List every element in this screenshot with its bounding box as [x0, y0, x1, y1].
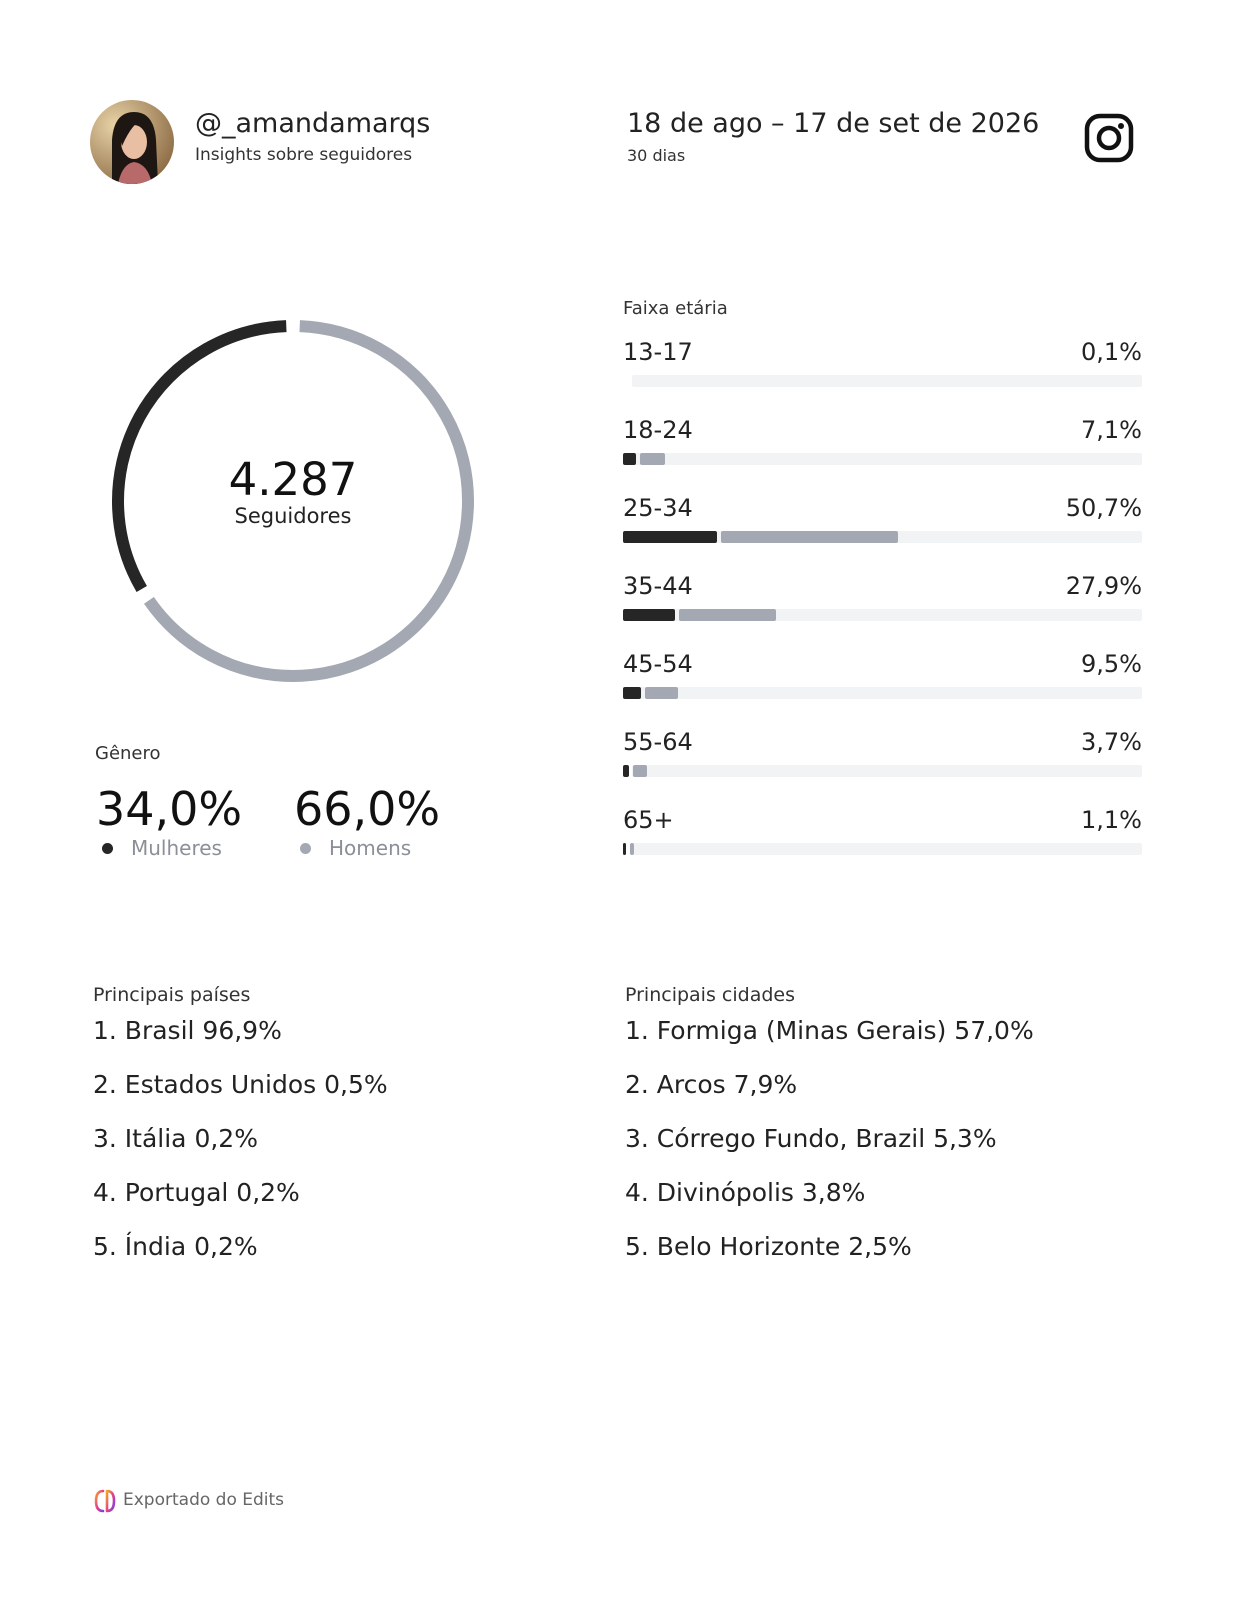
age-bar-men	[640, 453, 665, 465]
city-item: 5. Belo Horizonte 2,5%	[625, 1232, 912, 1261]
country-item: 4. Portugal 0,2%	[93, 1178, 300, 1207]
age-bar-women	[623, 687, 642, 699]
gender-men: 66,0% Homens	[294, 786, 440, 860]
gender-women: 34,0% Mulheres	[96, 786, 242, 860]
age-bar-track	[632, 375, 1142, 387]
age-label: 13-17	[623, 338, 693, 366]
country-item: 2. Estados Unidos 0,5%	[93, 1070, 388, 1099]
age-row-45-54: 45-54 9,5%	[623, 650, 1142, 710]
age-bar-men	[633, 765, 647, 777]
cities-title: Principais cidades	[625, 984, 795, 1006]
donut-segment-men	[144, 320, 474, 682]
age-row-65+: 65+ 1,1%	[623, 806, 1142, 866]
city-item: 4. Divinópolis 3,8%	[625, 1178, 866, 1207]
age-pct: 1,1%	[1081, 806, 1142, 834]
age-bar-men	[720, 531, 899, 543]
age-title: Faixa etária	[623, 298, 728, 319]
country-item: 1. Brasil 96,9%	[93, 1016, 282, 1045]
age-bar-women	[623, 531, 717, 543]
age-label: 55-64	[623, 728, 693, 756]
age-bar-track	[632, 843, 1142, 855]
age-row-18-24: 18-24 7,1%	[623, 416, 1142, 476]
countries-title: Principais países	[93, 984, 251, 1006]
date-range: 18 de ago – 17 de set de 2026	[627, 108, 1040, 139]
country-item: 5. Índia 0,2%	[93, 1232, 258, 1261]
avatar	[90, 100, 174, 184]
city-item: 2. Arcos 7,9%	[625, 1070, 798, 1099]
age-bar-track	[632, 453, 1142, 465]
age-pct: 9,5%	[1081, 650, 1142, 678]
age-pct: 7,1%	[1081, 416, 1142, 444]
gender-women-label: Mulheres	[131, 836, 222, 860]
edits-logo-icon	[93, 1488, 117, 1514]
age-pct: 50,7%	[1065, 494, 1142, 522]
instagram-icon	[1084, 113, 1134, 163]
age-bar-women	[623, 765, 630, 777]
city-item: 1. Formiga (Minas Gerais) 57,0%	[625, 1016, 1034, 1045]
gender-men-label: Homens	[329, 836, 412, 860]
age-label: 25-34	[623, 494, 693, 522]
followers-donut-chart	[107, 315, 479, 687]
legend-dot-men	[300, 842, 311, 854]
gender-men-pct: 66,0%	[294, 782, 441, 836]
footer-text: Exportado do Edits	[123, 1490, 285, 1510]
followers-label: Seguidores	[234, 504, 352, 528]
gender-title: Gênero	[95, 743, 161, 764]
age-label: 45-54	[623, 650, 693, 678]
age-bar-women	[623, 843, 626, 855]
age-bar-men	[679, 609, 777, 621]
donut-segment-women	[112, 320, 287, 593]
period-length: 30 dias	[627, 146, 686, 165]
report-subtitle: Insights sobre seguidores	[195, 145, 413, 165]
age-pct: 3,7%	[1081, 728, 1142, 756]
age-bar-women	[623, 609, 676, 621]
age-label: 65+	[623, 806, 674, 834]
age-bar-women	[623, 453, 637, 465]
city-item: 3. Córrego Fundo, Brazil 5,3%	[625, 1124, 997, 1153]
age-row-25-34: 25-34 50,7%	[623, 494, 1142, 554]
country-item: 3. Itália 0,2%	[93, 1124, 258, 1153]
followers-total: 4.287	[228, 453, 358, 506]
age-row-35-44: 35-44 27,9%	[623, 572, 1142, 632]
age-label: 18-24	[623, 416, 693, 444]
age-row-13-17: 13-17 0,1%	[623, 338, 1142, 398]
age-row-55-64: 55-64 3,7%	[623, 728, 1142, 788]
age-label: 35-44	[623, 572, 693, 600]
age-bar-track	[632, 765, 1142, 777]
age-bar-track	[632, 687, 1142, 699]
gender-women-pct: 34,0%	[96, 782, 243, 836]
account-handle: @_amandamarqs	[195, 108, 431, 139]
age-pct: 0,1%	[1081, 338, 1142, 366]
age-pct: 27,9%	[1065, 572, 1142, 600]
age-bar-men	[630, 843, 634, 855]
legend-dot-women	[102, 842, 113, 854]
age-bar-men	[645, 687, 678, 699]
